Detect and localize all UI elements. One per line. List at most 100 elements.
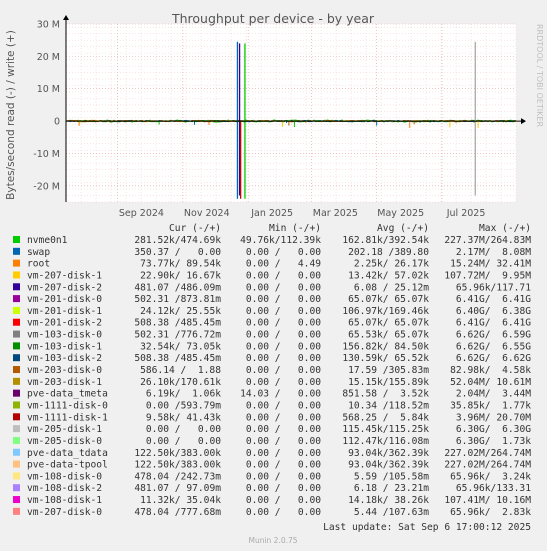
legend-min-value: 0.00 / 0.00 [234,353,321,364]
legend-min-value: 0.00 / 0.00 [234,495,321,506]
legend-swatch [13,436,20,444]
legend-max-value: 227.02M/264.74M [444,460,531,471]
legend-min-value: 0.00 / 0.00 [234,365,321,376]
axes: 30 M 20 M 10 M 0 -10 M -20 M Sep 2024 Nov 2024 J… [33,15,526,219]
rrdtool-credit: RRDTOOL / TOBI OETIKER [535,24,544,127]
legend-series-name: vm-1111-disk-0 [27,400,108,411]
legend-series-name: vm-103-disk-1 [27,341,102,352]
legend-max-value: 65.96k/133.31 [450,483,531,494]
legend-swatch [13,236,20,243]
legend-swatch [13,484,20,492]
legend-avg-value: 15.15k/155.89k [342,377,429,388]
legend-swatch [13,295,20,303]
legend-avg-value: 156.82k/ 84.50k [342,341,429,352]
legend-min-value: 0.00 / 0.00 [234,377,321,388]
legend-max-value: 65.96k/117.71 [450,282,531,293]
legend-avg-value: 65.07k/ 65.07k [342,294,429,305]
legend-avg-value: 10.34 /118.52m [342,400,429,411]
y-tick-label: -20 M [33,181,60,192]
legend-min-value: 0.00 / 0.00 [234,400,321,411]
legend-header-min: Min (-/+) [269,223,321,234]
legend-avg-value: 6.18 / 23.21m [342,483,429,494]
legend-max-value: 65.96k/ 2.83k [444,507,531,518]
legend-max-value: 6.41G/ 6.41G [444,318,531,329]
legend-cur-value: 478.04 /242.73m [134,471,221,482]
legend-series-name: swap [27,247,50,258]
legend-swatch [13,306,20,314]
legend-swatch [13,366,20,374]
legend-avg-value: 13.42k/ 57.02k [342,270,429,281]
legend-series-name: pve-data_tmeta [27,389,108,400]
legend-cur-value: 0.00 / 0.00 [134,424,221,435]
legend-swatch [13,389,20,397]
legend-max-value: 107.72M/ 9.95M [444,270,531,281]
legend-avg-value: 6.08 / 25.12m [342,282,429,293]
legend-max-value: 6.40G/ 6.38G [444,306,531,317]
legend-min-value: 0.00 / 0.00 [234,341,321,352]
legend-avg-value: 202.18 /389.80 [348,247,429,258]
y-tick-label: 20 M [37,52,60,63]
legend-series-name: vm-201-disk-2 [27,318,102,329]
y-tick-label: -10 M [33,149,60,160]
legend-max-value: 6.62G/ 6.62G [444,353,531,364]
legend-header-max: Max (-/+) [479,223,531,234]
legend-swatch [13,283,20,291]
legend-min-value: 0.00 / 4.49 [234,259,321,270]
legend-series-name: vm-203-disk-1 [27,377,102,388]
legend-min-value: 0.00 / 0.00 [234,282,321,293]
munin-version: Munin 2.0.75 [248,536,297,545]
legend-series-name: vm-207-disk-2 [27,282,102,293]
legend-swatch [13,496,20,504]
legend-min-value: 0.00 / 0.00 [234,270,321,281]
legend-avg-value: 568.25 / 5.84k [342,412,429,423]
y-tick-label: 10 M [37,84,60,95]
legend-cur-value: 122.50k/383.00k [134,448,221,459]
legend-avg-value: 2.25k/ 26.17k [342,259,429,270]
legend-swatch [13,259,20,267]
legend: Cur (-/+) Min (-/+) Avg (-/+) Max (-/+) nvme… [13,223,531,518]
legend-series-name: pve-data_tdata [27,448,108,459]
legend-min-value: 0.00 / 0.00 [234,318,321,329]
legend-cur-value: 502.31 /776.72m [134,330,221,341]
legend-cur-value: 22.90k/ 16.67k [134,270,221,281]
legend-series-name: vm-201-disk-0 [27,294,102,305]
legend-avg-value: 851.58 / 3.52k [342,389,429,400]
x-axis-arrow [521,118,526,125]
legend-series-name: root [27,259,50,270]
legend-series-name: vm-1111-disk-1 [27,412,108,423]
legend-cur-value: 502.31 /873.81m [134,294,221,305]
legend-cur-value: 0.00 /593.79m [134,400,221,411]
legend-cur-value: 481.07 / 97.09m [134,483,221,494]
legend-avg-value: 5.59 /105.58m [342,471,429,482]
legend-series-name: vm-203-disk-0 [27,365,102,376]
y-tick-label: 30 M [37,20,60,31]
x-tick-label: Sep 2024 [119,208,164,219]
legend-max-value: 6.62G/ 6.59G [444,330,531,341]
y-axis-arrow [63,15,69,20]
legend-min-value: 0.00 / 0.00 [234,460,321,471]
y-axis-label: Bytes/second read (-) / write (+) [5,30,17,200]
legend-series-name: vm-207-disk-1 [27,270,102,281]
legend-avg-value: 112.47k/116.08m [342,436,429,447]
legend-avg-value: 162.81k/392.54k [342,235,429,246]
legend-swatch [13,330,20,338]
legend-avg-value: 65.07k/ 65.07k [342,318,429,329]
legend-cur-value: 481.07 /486.09m [134,282,221,293]
legend-avg-value: 130.59k/ 65.52k [342,353,429,364]
legend-max-value: 3.96M/ 20.70M [444,412,531,423]
legend-swatch [13,413,20,421]
legend-avg-value: 93.04k/362.39k [342,460,429,471]
legend-swatch [13,472,20,480]
legend-max-value: 6.41G/ 6.41G [444,294,531,305]
legend-max-value: 52.04M/ 10.61M [444,377,531,388]
legend-swatch [13,401,20,409]
legend-series-name: vm-205-disk-0 [27,436,102,447]
x-tick-label: Mar 2025 [313,208,358,219]
legend-avg-value: 14.18k/ 38.26k [342,495,429,506]
legend-max-value: 2.04M/ 3.44M [444,389,531,400]
legend-cur-value: 32.54k/ 73.05k [134,341,221,352]
legend-cur-value: 122.50k/383.00k [134,460,221,471]
legend-series-name: pve-data-tpool [27,460,108,471]
x-tick-label: Jul 2025 [446,208,486,219]
